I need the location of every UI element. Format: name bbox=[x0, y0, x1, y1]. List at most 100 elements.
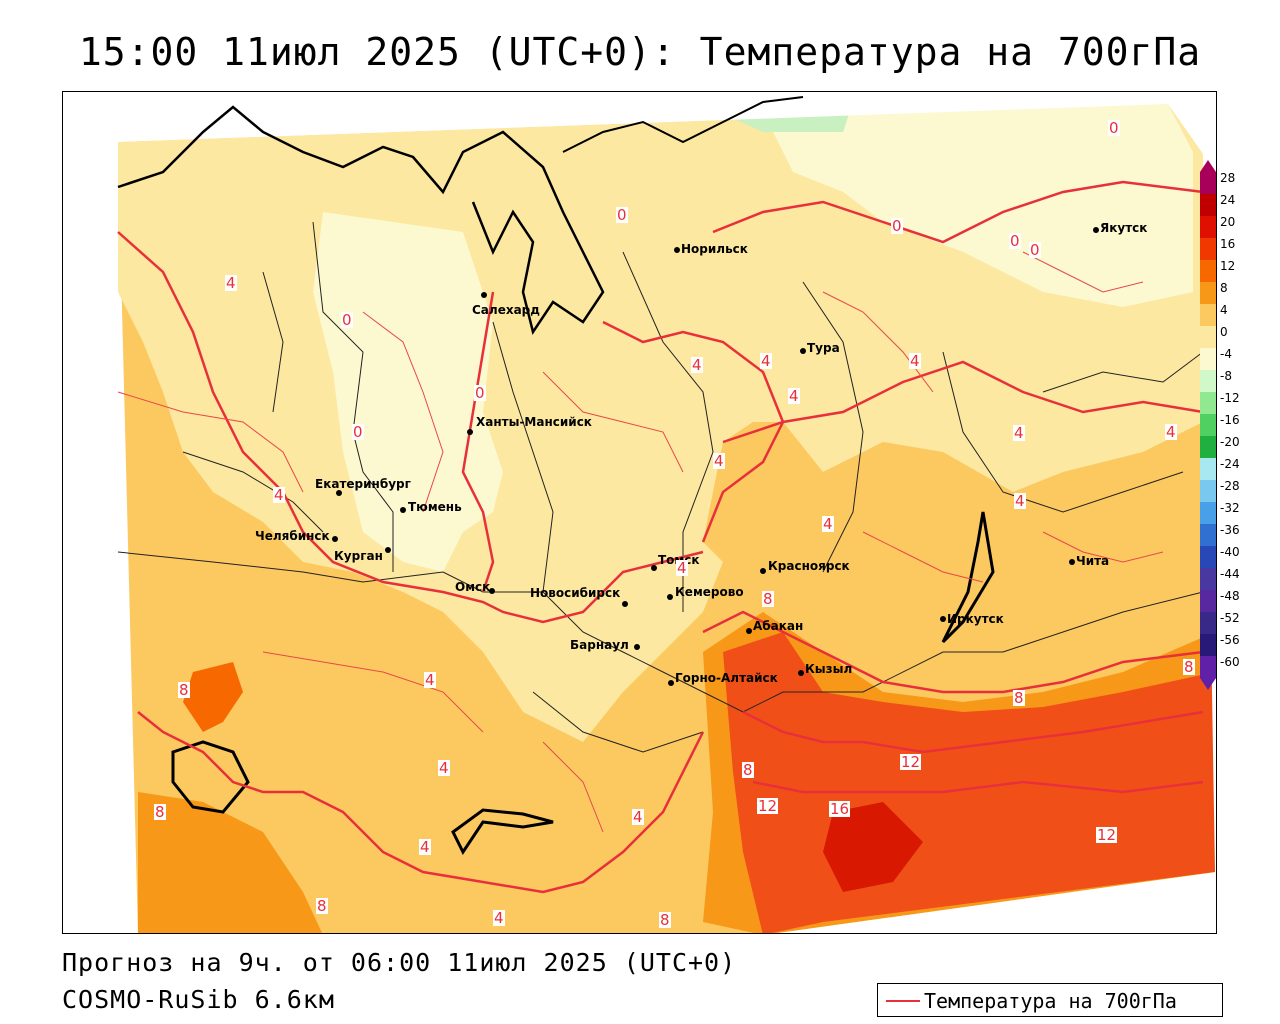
colorbar-tick-label: 20 bbox=[1220, 215, 1236, 229]
isoline-label: 4 bbox=[760, 352, 772, 370]
lake-baikal bbox=[941, 511, 995, 644]
isoline-label: 8 bbox=[316, 897, 328, 915]
forecast-info: Прогноз на 9ч. от 06:00 11июл 2025 (UTC+… bbox=[62, 948, 737, 977]
colorbar-swatch bbox=[1200, 656, 1216, 679]
city-dot bbox=[746, 628, 752, 634]
colorbar-tick-label: -8 bbox=[1220, 369, 1232, 383]
colorbar-tick-label: -32 bbox=[1220, 501, 1240, 515]
city-dot bbox=[1069, 559, 1075, 565]
colorbar-swatch bbox=[1200, 238, 1216, 261]
city-dot bbox=[481, 292, 487, 298]
legend-line-swatch bbox=[886, 1000, 920, 1002]
colorbar-tick-label: 24 bbox=[1220, 193, 1236, 207]
city-dot bbox=[336, 490, 342, 496]
region-borders bbox=[117, 221, 1204, 753]
isoline-label: 4 bbox=[419, 838, 431, 856]
colorbar-tick-label: -16 bbox=[1220, 413, 1240, 427]
colorbar-tick-label: 12 bbox=[1220, 259, 1236, 273]
city-label-chelyabinsk: Челябинск bbox=[255, 529, 330, 543]
map-title: 15:00 11июл 2025 (UTC+0): Температура на… bbox=[78, 30, 1202, 74]
colorbar-tick-label: -20 bbox=[1220, 435, 1240, 449]
zone-8-islet bbox=[183, 662, 243, 732]
city-label-norilsk: Норильск bbox=[681, 242, 748, 256]
city-label-irkutsk: Иркутск bbox=[947, 612, 1004, 626]
lake-balkhash bbox=[451, 808, 554, 855]
isoline-label: 8 bbox=[1013, 689, 1025, 707]
city-label-tura: Тура bbox=[807, 341, 840, 355]
legend-box: Температура на 700гПа bbox=[877, 983, 1223, 1017]
isoline-label: 8 bbox=[659, 911, 671, 929]
city-dot bbox=[332, 536, 338, 542]
colorbar-tick-label: 8 bbox=[1220, 281, 1228, 295]
isoline-label: 4 bbox=[1013, 424, 1025, 442]
colorbar-tick-label: -52 bbox=[1220, 611, 1240, 625]
isoline-label: 4 bbox=[438, 759, 450, 777]
colorbar-swatch bbox=[1200, 194, 1216, 217]
temperature-map[interactable]: Норильск Якутск Салехард Тура Ханты-Манс… bbox=[62, 91, 1217, 934]
city-label-kyzyl: Кызыл bbox=[805, 662, 853, 676]
city-dot bbox=[634, 644, 640, 650]
colorbar bbox=[1200, 160, 1216, 690]
colorbar-bottom-arrow bbox=[1200, 678, 1216, 690]
isoline-label: 4 bbox=[493, 909, 505, 927]
colorbar-swatch bbox=[1200, 414, 1216, 437]
isoline-label: 4 bbox=[788, 387, 800, 405]
city-label-salekhard: Салехард bbox=[472, 303, 540, 317]
colorbar-swatch bbox=[1200, 436, 1216, 459]
colorbar-tick-label: -36 bbox=[1220, 523, 1240, 537]
colorbar-swatch bbox=[1200, 546, 1216, 569]
colorbar-tick-label: -48 bbox=[1220, 589, 1240, 603]
coastline-east bbox=[562, 96, 804, 153]
isoline-label: 0 bbox=[341, 311, 353, 329]
aral-sea bbox=[171, 740, 250, 814]
colorbar-swatch bbox=[1200, 568, 1216, 591]
isoline-label: 4 bbox=[676, 559, 688, 577]
city-dot bbox=[674, 247, 680, 253]
colorbar-swatch bbox=[1200, 216, 1216, 239]
city-dot bbox=[400, 507, 406, 513]
colorbar-swatch bbox=[1200, 480, 1216, 503]
colorbar-tick-label: -40 bbox=[1220, 545, 1240, 559]
colorbar-tick-label: -56 bbox=[1220, 633, 1240, 647]
colorbar-swatch bbox=[1200, 590, 1216, 613]
zone-8-southwest bbox=[138, 792, 323, 933]
colorbar-tick-label: 0 bbox=[1220, 325, 1228, 339]
city-label-chita: Чита bbox=[1076, 554, 1110, 568]
isoline-label: 4 bbox=[713, 452, 725, 470]
isoline-label: 8 bbox=[178, 681, 190, 699]
isoline-label: 8 bbox=[742, 761, 754, 779]
isoline-label: 4 bbox=[424, 671, 436, 689]
map-canvas bbox=[63, 92, 1216, 933]
coastline bbox=[117, 105, 605, 336]
colorbar-swatch bbox=[1200, 458, 1216, 481]
city-label-kurgan: Курган bbox=[334, 549, 383, 563]
isoline-label: 0 bbox=[1029, 241, 1041, 259]
isoline-label: 4 bbox=[632, 808, 644, 826]
colorbar-tick-label: -28 bbox=[1220, 479, 1240, 493]
legend-label: Температура на 700гПа bbox=[924, 989, 1177, 1013]
colorbar-swatch bbox=[1200, 260, 1216, 283]
city-label-krasnoyarsk: Красноярск bbox=[768, 559, 850, 573]
zone-below-0-north bbox=[763, 104, 1193, 307]
isoline-label: 4 bbox=[273, 486, 285, 504]
isoline-label: 16 bbox=[829, 800, 851, 818]
colorbar-tick-label: 28 bbox=[1220, 171, 1236, 185]
isoline-label: 4 bbox=[1014, 492, 1026, 510]
city-dot bbox=[667, 594, 673, 600]
city-dot bbox=[622, 601, 628, 607]
city-label-barnaul: Барнаул bbox=[570, 638, 629, 652]
colorbar-swatch bbox=[1200, 348, 1216, 371]
colorbar-swatch bbox=[1200, 392, 1216, 415]
isoline-label: 4 bbox=[691, 356, 703, 374]
colorbar-swatch bbox=[1200, 370, 1216, 393]
isoline-label: 0 bbox=[1108, 119, 1120, 137]
city-label-omsk: Омск bbox=[455, 580, 491, 594]
temperature-isolines-thin bbox=[117, 251, 1164, 833]
colorbar-tick-label: 16 bbox=[1220, 237, 1236, 251]
city-dot bbox=[651, 565, 657, 571]
colorbar-swatch bbox=[1200, 326, 1216, 349]
city-label-khanty-mansiysk: Ханты-Мансийск bbox=[476, 415, 592, 429]
city-dot bbox=[668, 680, 674, 686]
colorbar-swatch bbox=[1200, 612, 1216, 635]
temperature-isolines bbox=[117, 180, 1204, 894]
